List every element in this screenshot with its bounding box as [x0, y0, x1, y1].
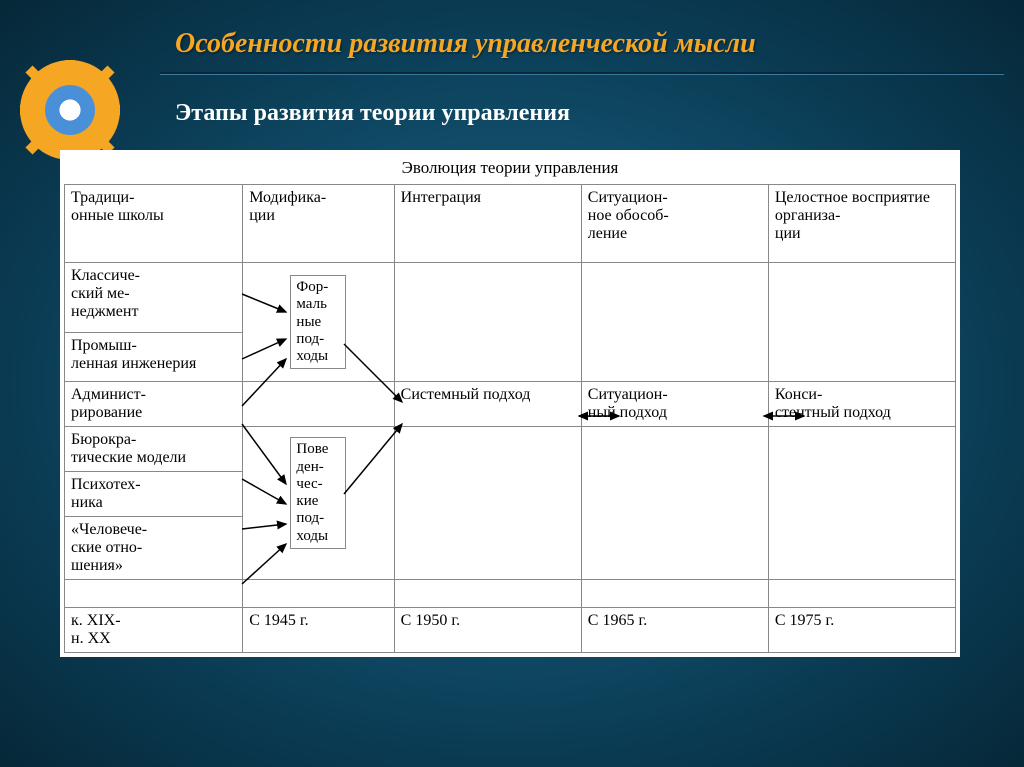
evolution-table: Традици-онные школы Модифика-ции Интегра… — [64, 184, 956, 653]
cell-r3c4: Конси-стентный подход — [768, 382, 955, 427]
footer-c1: С 1945 г. — [243, 608, 394, 653]
cell-r3c0: Админист-рирование — [65, 382, 243, 427]
footer-c3: С 1965 г. — [581, 608, 768, 653]
footer-row: к. XIX-н. XX С 1945 г. С 1950 г. С 1965 … — [65, 608, 956, 653]
table-header-row: Традици-онные школы Модифика-ции Интегра… — [65, 185, 956, 263]
cell-r3c2: Системный подход — [394, 382, 581, 427]
cell-r6c0: «Человече-ские отно-шения» — [65, 517, 243, 580]
footer-c0: к. XIX-н. XX — [65, 608, 243, 653]
cell-r2c0: Промыш-ленная инженерия — [65, 332, 243, 382]
footer-c2: С 1950 г. — [394, 608, 581, 653]
cell-r3c3: Ситуацион-ный подход — [581, 382, 768, 427]
header-col3: Ситуацион-ное обособ-ление — [581, 185, 768, 263]
slide-subtitle: Этапы развития теории управления — [175, 100, 570, 127]
header-col1: Модифика-ции — [243, 185, 394, 263]
cell-r1c0: Классиче-ский ме-неджмент — [65, 263, 243, 333]
footer-c4: С 1975 г. — [768, 608, 955, 653]
box-behavioral: Поведен-чес-киепод-ходы — [290, 437, 346, 549]
header-col4: Целостное восприятие организа-ции — [768, 185, 955, 263]
cell-r5c0: Психотех-ника — [65, 472, 243, 517]
divider-line — [160, 72, 1004, 75]
slide-title: Особенности развития управленческой мысл… — [175, 28, 756, 60]
header-col0: Традици-онные школы — [65, 185, 243, 263]
table-caption: Эволюция теории управления — [64, 158, 956, 178]
box-formal: Фор-мальныепод-ходы — [290, 275, 346, 369]
header-col2: Интеграция — [394, 185, 581, 263]
table-container: Эволюция теории управления Традици-онные… — [60, 150, 960, 657]
cell-r4c0: Бюрокра-тические модели — [65, 427, 243, 472]
